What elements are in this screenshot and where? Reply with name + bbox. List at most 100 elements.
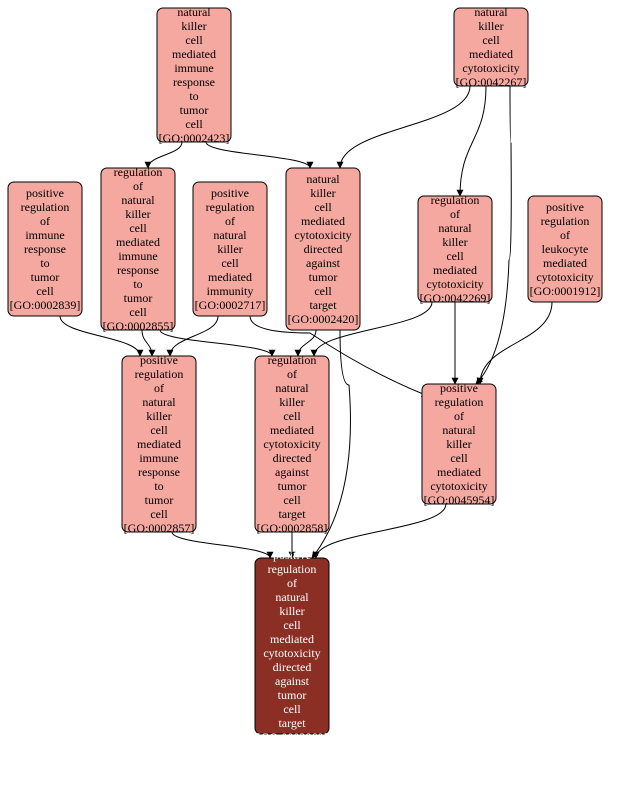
node-label-line: regulation [21,200,70,214]
go-term-node[interactable]: positiveregulationofnaturalkillercellmed… [122,353,196,535]
node-label-line: tumor [180,103,209,117]
edge [160,330,272,356]
node-label-line: cell [314,284,332,298]
node-label-line: killer [442,235,467,249]
node-label-line: natural [275,590,309,604]
node-label-line: mediated [433,263,477,277]
node-label-line: cell [446,249,464,263]
node-label-line: to [40,256,49,270]
node-label-line: cell [221,256,239,270]
node-label-line: mediated [208,270,252,284]
edge [148,142,182,168]
go-term-node[interactable]: naturalkillercellmediatedcytotoxicitydir… [286,168,360,330]
node-label-line: natural [306,172,340,186]
node-label-line: [GO:0042269] [420,291,491,305]
node-label-line: [GO:0002717] [195,298,266,312]
node-label-line: directed [273,660,312,674]
node-label-line: [GO:0001912] [530,284,601,298]
node-label-line: directed [273,451,312,465]
node-label-line: tumor [31,270,60,284]
go-term-node[interactable]: naturalkillercellmediatedimmuneresponset… [157,5,231,145]
node-label-line: of [287,367,297,381]
node-label-line: natural [275,381,309,395]
node-label-line: natural [177,5,211,19]
go-term-node[interactable]: regulationofnaturalkiller cell mediatedimm… [101,165,175,333]
node-label-line: of [133,179,143,193]
node-label-line: regulation [114,165,163,179]
node-label-line: positive [273,548,311,562]
node-label-line: of [287,576,297,590]
edge [316,504,446,558]
node-label-line: regulation [435,395,484,409]
edge [340,86,470,168]
node-label-line: [GO:0002858] [257,521,328,535]
go-term-node[interactable]: regulationofnaturalkillercellmediatedcyt… [418,193,492,305]
node-label-line: natural [438,221,472,235]
node-label-line: regulation [268,353,317,367]
node-label-line: mediated [469,47,513,61]
go-term-node[interactable]: positiveregulationofnaturalkillercellmed… [255,548,329,744]
node-label-line: [GO:0002860] [257,730,328,744]
node-label-line: mediated [543,256,587,270]
nodes-group: naturalkillercellmediatedimmuneresponset… [8,5,602,744]
node-label-line: natural [121,193,155,207]
node-label-line: tumor [124,291,153,305]
node-label-line: natural [442,423,476,437]
node-label-line: positive [211,186,249,200]
node-label-line: [GO:0002855] [103,319,174,333]
node-label-line: natural [142,395,176,409]
go-term-node[interactable]: positiveregulationofleukocytemediatedcyt… [528,196,602,302]
node-label-line: killer [146,409,171,423]
edge [172,532,270,558]
node-label-line: of [454,409,464,423]
node-label-line: cytotoxicity [294,228,351,242]
node-label-line: response [117,263,159,277]
node-label-line: mediated [437,465,481,479]
node-label-line: cell [283,409,301,423]
go-term-node[interactable]: regulationofnaturalkillercellmediatedcyt… [255,353,329,535]
node-label-line: mediated [270,423,314,437]
go-term-node[interactable]: positiveregulationofnaturalkillercellmed… [193,182,267,316]
edge [206,142,310,168]
go-term-node[interactable]: naturalkillercellmediatedcytotoxicity[GO… [454,5,528,89]
node-label-line: of [154,381,164,395]
node-label-line: tumor [278,688,307,702]
go-ontology-graph: naturalkillercellmediatedimmuneresponset… [0,0,629,791]
node-label-line: [GO:0045954] [424,493,495,507]
node-label-line: response [24,242,66,256]
node-label-line: immune [118,249,157,263]
node-label-line: [GO:0002423] [159,131,230,145]
node-label-line: immunity [207,284,254,298]
node-label-line: mediated [116,235,160,249]
node-label-line: cytotoxicity [536,270,593,284]
node-label-line: cytotoxicity [263,646,320,660]
node-label-line: killer [217,242,242,256]
node-label-line: cell [185,33,203,47]
edge [170,316,218,356]
node-label-line: [GO:0002839] [10,298,81,312]
go-term-node[interactable]: positiveregulationofimmuneresponsetotumo… [8,182,82,316]
node-label-line: mediated [137,437,181,451]
node-label-line: cell [283,493,301,507]
node-label-line: leukocyte [542,242,589,256]
node-label-line: positive [546,200,584,214]
node-label-line: to [189,89,198,103]
node-label-line: cell [450,451,468,465]
edge [460,86,486,196]
node-label-line: killer [125,207,150,221]
node-label-line: response [138,465,180,479]
node-label-line: mediated [301,214,345,228]
node-label-line: regulation [431,193,480,207]
node-label-line: killer [279,604,304,618]
node-label-line: [GO:0002857] [124,521,195,535]
node-label-line: regulation [206,200,255,214]
edge [480,302,552,384]
node-label-line: positive [26,186,64,200]
node-label-line: immune [174,61,213,75]
node-label-line: immune [25,228,64,242]
go-term-node[interactable]: positiveregulationofnaturalkillercellmed… [422,381,496,507]
node-label-line: cell [150,507,168,521]
node-label-line: positive [140,353,178,367]
node-label-line: cell [129,305,147,319]
node-label-line: cell [283,618,301,632]
